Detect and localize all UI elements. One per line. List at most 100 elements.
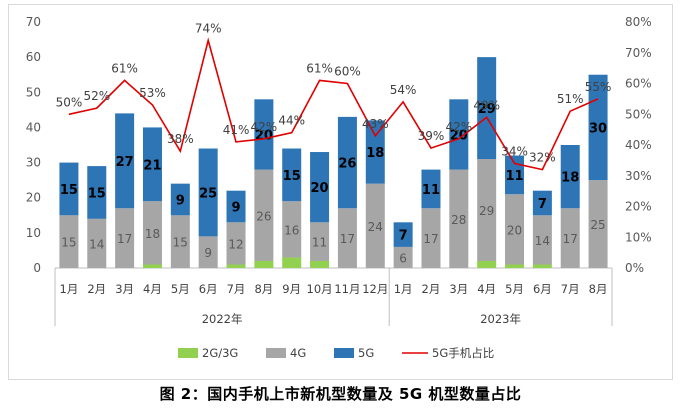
legend-swatch-5g bbox=[334, 348, 354, 358]
x-axis-tick-label: 9月 bbox=[282, 282, 301, 296]
x-axis-tick-label: 6月 bbox=[199, 282, 218, 296]
bar-label-4g: 14 bbox=[535, 234, 550, 248]
share-line-label: 43% bbox=[362, 117, 389, 131]
bar-4g bbox=[588, 180, 608, 268]
share-line-label: 32% bbox=[529, 151, 556, 165]
bar-2g3g bbox=[532, 264, 552, 268]
bar-4g bbox=[198, 236, 218, 268]
share-line-label: 61% bbox=[306, 61, 333, 75]
chart-svg: 0 10 20 30 40 50 60 70 0% 10% 20% 30% 40% 50% 60% 70% 80… bbox=[26, 15, 652, 360]
x-axis-tick-label: 2月 bbox=[422, 282, 441, 296]
bar-4g bbox=[393, 246, 413, 268]
bar-2g3g bbox=[226, 264, 246, 268]
share-line-label: 61% bbox=[111, 61, 138, 75]
legend-label: 5G手机占比 bbox=[432, 346, 494, 360]
bar-5g bbox=[393, 222, 413, 247]
bar-4g bbox=[310, 222, 330, 261]
x-axis-tick-label: 10月 bbox=[307, 282, 333, 296]
x-axis-tick-label: 5月 bbox=[171, 282, 190, 296]
y-axis-tick-label: 50 bbox=[26, 85, 41, 99]
share-line-label: 49% bbox=[473, 98, 500, 112]
share-line-label: 51% bbox=[557, 92, 584, 106]
share-line bbox=[68, 37, 599, 171]
bar-4g bbox=[421, 208, 441, 268]
y2-axis-tick-label: 0% bbox=[625, 261, 644, 275]
bar-4g bbox=[560, 208, 580, 268]
bar-4g bbox=[142, 201, 162, 265]
x-axis-tick-label: 7月 bbox=[561, 282, 580, 296]
bar-4g bbox=[282, 201, 302, 258]
bar-label-5g: 7 bbox=[399, 229, 408, 244]
bar-2g3g bbox=[477, 260, 497, 268]
x-axis-tick-label: 7月 bbox=[227, 282, 246, 296]
bar-label-5g: 29 bbox=[478, 102, 496, 117]
bar-2g3g bbox=[505, 264, 525, 268]
bar-4g bbox=[87, 218, 107, 268]
bar-label-4g: 25 bbox=[590, 218, 605, 232]
x-axis-tick-label: 2月 bbox=[87, 282, 106, 296]
bar-label-4g: 24 bbox=[368, 220, 383, 234]
bar-label-4g: 9 bbox=[204, 246, 212, 260]
bar-2g3g bbox=[310, 260, 330, 268]
x-axis-tick-label: 1月 bbox=[60, 282, 79, 296]
y-axis-tick-label: 70 bbox=[26, 15, 41, 29]
legend-label: 4G bbox=[290, 346, 306, 360]
bar-4g bbox=[477, 159, 497, 261]
bar-label-5g: 15 bbox=[283, 169, 301, 184]
bar-label-5g: 11 bbox=[422, 183, 440, 198]
bar-label-5g: 9 bbox=[232, 201, 241, 216]
bar-5g bbox=[115, 113, 135, 209]
bar-5g bbox=[142, 127, 162, 202]
bar-4g bbox=[449, 169, 469, 268]
bar-5g bbox=[170, 183, 190, 216]
share-line-label: 60% bbox=[334, 65, 361, 79]
y2-axis-tick-label: 10% bbox=[625, 230, 652, 244]
y-axis-tick-label: 10 bbox=[26, 226, 41, 240]
y-axis-tick-label: 40 bbox=[26, 120, 41, 134]
bar-label-4g: 15 bbox=[173, 236, 188, 250]
x-axis-group-label: 2023年 bbox=[480, 312, 521, 326]
bar-label-5g: 26 bbox=[338, 157, 356, 172]
bar-label-4g: 28 bbox=[451, 213, 466, 227]
share-line-label: 52% bbox=[83, 89, 110, 103]
bar-5g bbox=[337, 116, 357, 209]
bar-label-5g: 9 bbox=[176, 193, 185, 208]
chart-frame bbox=[8, 4, 673, 380]
legend-label: 5G bbox=[358, 346, 374, 360]
share-line-label: 38% bbox=[167, 132, 194, 146]
bar-4g bbox=[115, 208, 135, 268]
y2-axis-tick-label: 30% bbox=[625, 169, 652, 183]
bar-4g bbox=[226, 222, 246, 265]
x-axis-tick-label: 1月 bbox=[394, 282, 413, 296]
share-line-label: 50% bbox=[56, 95, 83, 109]
bar-5g bbox=[282, 148, 302, 202]
bar-5g bbox=[449, 99, 469, 170]
bar-label-4g: 18 bbox=[145, 227, 160, 241]
y2-axis-tick-label: 80% bbox=[625, 15, 652, 29]
bar-label-5g: 21 bbox=[143, 158, 161, 173]
bar-label-5g: 20 bbox=[311, 181, 329, 196]
y2-axis-tick-label: 50% bbox=[625, 107, 652, 121]
bar-4g bbox=[59, 215, 79, 268]
y-axis-tick-label: 30 bbox=[26, 156, 41, 170]
bar-label-5g: 11 bbox=[505, 169, 523, 184]
bar-label-5g: 15 bbox=[88, 186, 106, 201]
legend-label: 2G/3G bbox=[202, 346, 238, 360]
bar-label-4g: 15 bbox=[61, 236, 76, 250]
x-axis-tick-label: 3月 bbox=[115, 282, 134, 296]
bar-5g bbox=[310, 152, 330, 223]
bar-label-4g: 26 bbox=[256, 209, 271, 223]
x-axis-tick-label: 4月 bbox=[143, 282, 162, 296]
bar-label-4g: 11 bbox=[312, 236, 327, 250]
legend-swatch-4g bbox=[266, 348, 286, 358]
y2-axis-tick-label: 70% bbox=[625, 46, 652, 60]
bar-label-4g: 14 bbox=[89, 237, 104, 251]
x-axis-tick-label: 6月 bbox=[533, 282, 552, 296]
bar-label-4g: 17 bbox=[563, 232, 578, 246]
y-axis-tick-label: 60 bbox=[26, 50, 41, 64]
bar-4g bbox=[170, 215, 190, 268]
bar-5g bbox=[59, 162, 79, 216]
bar-5g bbox=[226, 190, 246, 223]
bar-5g bbox=[254, 99, 274, 170]
x-axis-tick-label: 12月 bbox=[362, 282, 388, 296]
